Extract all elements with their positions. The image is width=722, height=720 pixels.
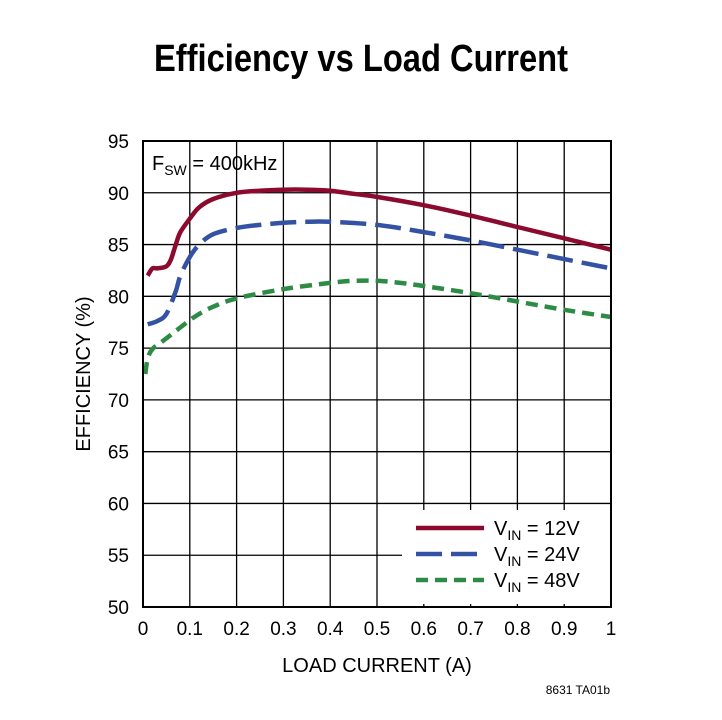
legend-label-2: VIN = 24V: [494, 544, 580, 569]
x-tick-label-7: 0.7: [457, 619, 483, 640]
x-axis-label: LOAD CURRENT (A): [282, 655, 472, 677]
y-tick-label-7: 60: [108, 494, 129, 515]
y-tick-label-4: 75: [108, 339, 129, 360]
x-tick-label-9: 0.9: [551, 619, 577, 640]
y-tick-label-3: 80: [108, 287, 129, 308]
legend-label-3: VIN = 48V: [494, 570, 580, 595]
y-tick-label-2: 85: [108, 236, 129, 257]
y-tick-label-1: 90: [108, 184, 129, 205]
x-tick-label-2: 0.2: [223, 619, 249, 640]
y-tick-label-6: 65: [108, 443, 129, 464]
x-tick-label-10: 1: [606, 619, 617, 640]
x-tick-label-6: 0.6: [411, 619, 437, 640]
y-tick-label-8: 55: [108, 546, 129, 567]
fsw-annotation-rest: = 400kHz: [187, 153, 278, 175]
series-line-1: [145, 187, 612, 277]
fsw-annotation: FSW = 400kHz: [152, 153, 277, 178]
chart-title: Efficiency vs Load Current: [153, 38, 569, 80]
y-axis-label: EFFICIENCY (%): [73, 296, 95, 451]
legend-box: [402, 510, 610, 604]
x-tick-label-1: 0.1: [177, 619, 203, 640]
fsw-annotation-sub: SW: [164, 162, 187, 178]
y-tick-label-0: 95: [108, 132, 129, 153]
y-tick-label-5: 70: [108, 391, 129, 412]
x-tick-label-5: 0.5: [364, 619, 390, 640]
x-tick-label-4: 0.4: [317, 619, 344, 640]
plot-frame: [142, 140, 612, 608]
series-line-2: [146, 219, 612, 327]
tick-labels: 0 0.1 0.2 0.3 0.4 0.5 0.6 0.7 0.8 0.9 1 95 90 85 80 75 7…: [108, 132, 616, 640]
x-tick-label-3: 0.3: [270, 619, 296, 640]
figure-code: 8631 TA01b: [545, 683, 610, 697]
legend-label-1: VIN = 12V: [494, 518, 580, 543]
x-tick-label-8: 0.8: [504, 619, 530, 640]
x-tick-label-0: 0: [138, 619, 149, 640]
fsw-annotation-main: F: [152, 153, 164, 175]
series-layer: [143, 187, 612, 375]
y-tick-label-9: 50: [108, 598, 129, 619]
series-line-3: [143, 278, 612, 375]
